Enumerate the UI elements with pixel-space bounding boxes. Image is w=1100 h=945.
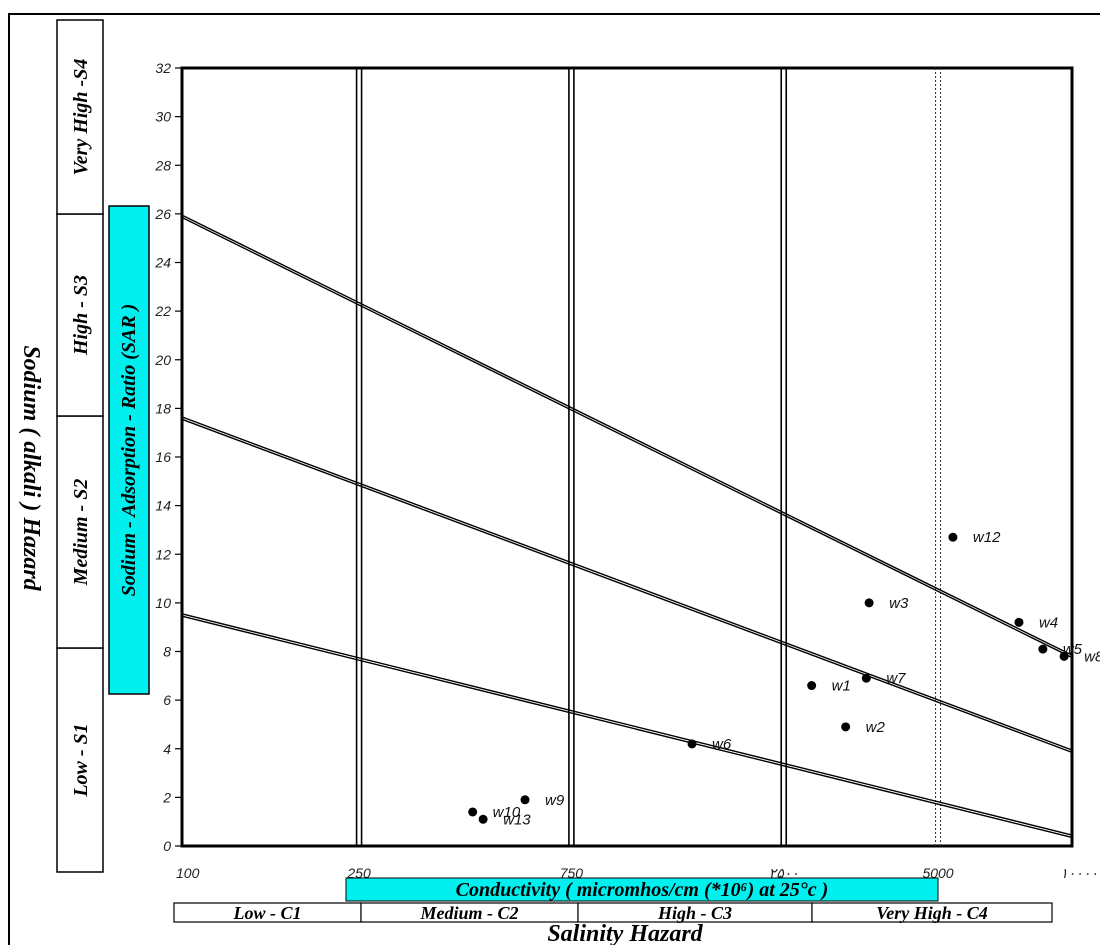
sodium-class-boxes: Low - S1 Medium - S2 High - S3 Very High -S… <box>56 19 104 873</box>
point-w9 <box>520 795 530 805</box>
salinity-class-label-1: Low - C1 <box>232 903 301 923</box>
point-label-w13: w13 <box>503 811 531 828</box>
point-label-w8: w8 <box>1084 648 1100 665</box>
y-tick-label-12: 12 <box>155 546 171 562</box>
point-label-w1: w1 <box>832 678 851 695</box>
sodium-class-label-3: High - S3 <box>70 275 92 356</box>
x-tick-label-2: 250 <box>346 865 371 881</box>
sar-line-2-b <box>181 418 1073 754</box>
point-label-w7: w7 <box>886 670 906 687</box>
y-tick-label-16: 16 <box>155 449 171 465</box>
y-tick-label-0: 0 <box>163 838 171 854</box>
salinity-class-boxes: Low - C1 Medium - C2 High - C3 Very High - … <box>173 902 1053 923</box>
point-label-w4: w4 <box>1039 614 1058 631</box>
sar-line-1-a <box>181 613 1073 836</box>
point-label-w12: w12 <box>973 529 1001 546</box>
sar-class-lines <box>181 214 1073 839</box>
point-label-w6: w6 <box>712 736 732 753</box>
point-w2 <box>841 722 851 732</box>
point-w8 <box>1059 651 1069 661</box>
plot-area <box>180 66 1074 848</box>
y-tick-label-14: 14 <box>155 498 171 514</box>
point-label-w9: w9 <box>545 792 565 809</box>
x-tick-label-1: 100 <box>176 865 200 881</box>
point-w7 <box>861 673 871 683</box>
point-label-w10: w10 <box>493 804 521 821</box>
salinity-class-label-4: Very High - C4 <box>876 903 988 923</box>
y-tick-label-32: 32 <box>155 60 171 76</box>
point-w12 <box>948 532 958 542</box>
point-w4 <box>1014 617 1024 627</box>
x-axis-ticks: 100 250 750 ۲۵۰۰ 5000 ۱۰۰۰۰ <box>176 865 1098 881</box>
y-axis-label: Sodium - Adsorption - Ratio (SAR ) <box>118 304 140 597</box>
sar-line-1-b <box>181 615 1073 839</box>
x-tick-label-3: 750 <box>560 865 584 881</box>
point-w3 <box>864 598 874 608</box>
y-tick-label-2: 2 <box>162 789 171 805</box>
x-tick-label-5: 5000 <box>922 865 953 881</box>
y-tick-label-6: 6 <box>163 692 171 708</box>
salinity-class-label-3: High - C3 <box>657 903 732 923</box>
salinity-hazard-title: Salinity Hazard <box>547 921 703 945</box>
y-tick-label-10: 10 <box>155 595 171 611</box>
y-tick-label-4: 4 <box>163 741 171 757</box>
salinity-class-box-4 <box>811 902 1053 923</box>
plot-border <box>180 66 1074 848</box>
y-tick-label-18: 18 <box>155 400 171 416</box>
sodium-class-label-4: Very High -S4 <box>70 59 92 176</box>
y-tick-label-28: 28 <box>154 157 171 173</box>
salinity-class-label-2: Medium - C2 <box>419 903 518 923</box>
y-tick-label-26: 26 <box>154 206 171 222</box>
sodium-class-box-3 <box>56 213 104 417</box>
sar-line-2-a <box>181 416 1073 751</box>
y-tick-label-22: 22 <box>154 303 171 319</box>
sar-line-3-b <box>181 216 1073 659</box>
y-tick-label-20: 20 <box>154 352 171 368</box>
y-tick-label-24: 24 <box>154 255 171 271</box>
point-label-w3: w3 <box>889 595 909 612</box>
x-tick-label-6: ۱۰۰۰۰ <box>1060 865 1098 881</box>
y-tick-label-8: 8 <box>163 644 171 660</box>
y-tick-label-30: 30 <box>155 109 171 125</box>
point-w6 <box>687 739 697 749</box>
outer-frame <box>8 13 1100 945</box>
point-w13 <box>478 814 488 824</box>
sodium-class-label-2: Medium - S2 <box>70 479 92 587</box>
ylabel-highlight <box>108 205 150 695</box>
point-label-w2: w2 <box>866 719 886 736</box>
sodium-class-box-2 <box>56 415 104 649</box>
x-axis-label: Conductivity ( micromhos/cm (*10⁶) at 25… <box>456 879 829 901</box>
xlabel-highlight <box>345 877 939 902</box>
sample-points: w1w2w3w4w5w6w7w8w9w10w12w13 <box>468 529 1100 828</box>
sodium-class-box-4 <box>56 19 104 215</box>
x-tick-label-4: ۲۵۰۰ <box>769 865 799 881</box>
sar-line-3-a <box>181 214 1073 656</box>
point-w1 <box>807 681 817 691</box>
point-w10 <box>468 807 478 817</box>
point-w5 <box>1038 644 1048 654</box>
sodium-class-box-1 <box>56 647 104 873</box>
sodium-hazard-title: Sodium ( alkali ) Hazard <box>18 345 44 591</box>
sodium-class-label-1: Low - S1 <box>70 723 92 797</box>
